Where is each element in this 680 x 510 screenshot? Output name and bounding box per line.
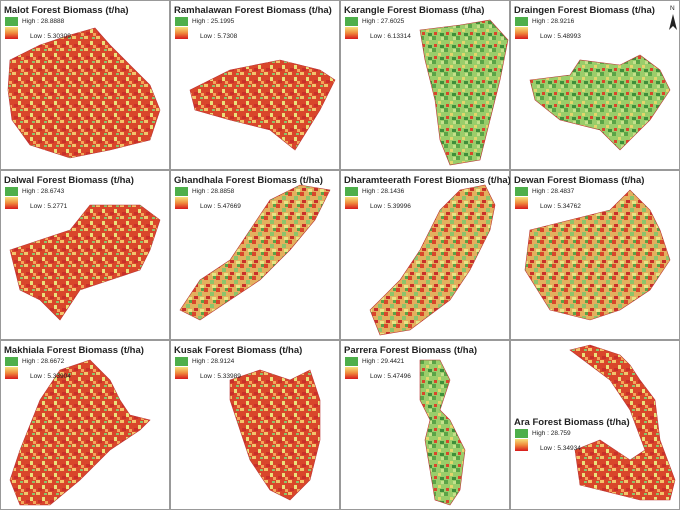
legend-high-swatch <box>5 357 18 366</box>
legend-low-swatch <box>515 27 528 39</box>
legend-low-swatch <box>5 27 18 39</box>
legend-low-label: Low : 5.30309 <box>30 33 71 40</box>
legend-high-label: High : 28.759 <box>532 430 571 437</box>
panel-title: Parrera Forest Biomass (t/ha) <box>344 345 477 356</box>
legend-high-swatch <box>515 17 528 26</box>
forest-map <box>189 59 336 151</box>
panel-title: Dharamteerath Forest Biomass (t/ha) <box>344 175 511 186</box>
panel-title: Makhiala Forest Biomass (t/ha) <box>4 345 144 356</box>
forest-map <box>369 184 496 336</box>
legend-low-swatch <box>5 197 18 209</box>
legend-high-swatch <box>5 187 18 196</box>
legend-high-label: High : 28.8858 <box>192 188 235 195</box>
legend-high-swatch <box>515 187 528 196</box>
forest-map <box>529 54 671 151</box>
legend-high-swatch <box>345 17 358 26</box>
legend-low-label: Low : 5.34934 <box>540 445 581 452</box>
legend-high-label: High : 28.9216 <box>532 18 575 25</box>
legend-high-label: High : 28.6743 <box>22 188 65 195</box>
legend-high-label: High : 28.9124 <box>192 358 235 365</box>
north-label: N <box>670 5 675 12</box>
forest-map <box>7 27 161 159</box>
forest-map <box>569 344 676 501</box>
legend-low-swatch <box>175 197 188 209</box>
legend-high-label: High : 27.6025 <box>362 18 405 25</box>
legend-low-swatch <box>5 367 18 379</box>
legend-low-label: Low : 5.34762 <box>540 203 581 210</box>
panel-title: Draingen Forest Biomass (t/ha) <box>514 5 655 16</box>
panel-title: Dalwal Forest Biomass (t/ha) <box>4 175 134 186</box>
legend-low-label: Low : 5.39996 <box>370 203 411 210</box>
north-arrow <box>669 14 677 30</box>
forest-map <box>229 369 321 501</box>
forest-map <box>419 359 466 506</box>
legend-high-label: High : 28.4837 <box>532 188 575 195</box>
legend-high-label: High : 28.1436 <box>362 188 405 195</box>
panel-title: Malot Forest Biomass (t/ha) <box>4 5 129 16</box>
legend-low-label: Low : 5.47496 <box>370 373 411 380</box>
legend-low-swatch <box>175 27 188 39</box>
forest-map <box>9 359 151 506</box>
legend-low-swatch <box>345 27 358 39</box>
forest-map <box>9 204 161 321</box>
legend-high-swatch <box>175 357 188 366</box>
legend-low-label: Low : 5.33904 <box>30 373 71 380</box>
panel-title: Dewan Forest Biomass (t/ha) <box>514 175 644 186</box>
legend-low-swatch <box>515 439 528 451</box>
legend-high-swatch <box>5 17 18 26</box>
forest-map <box>419 19 509 166</box>
legend-low-label: Low : 5.47669 <box>200 203 241 210</box>
legend-high-label: High : 29.4421 <box>362 358 405 365</box>
legend-high-label: High : 28.8888 <box>22 18 65 25</box>
panel-title: Karangle Forest Biomass (t/ha) <box>344 5 484 16</box>
panel-title: Ara Forest Biomass (t/ha) <box>514 417 630 428</box>
legend-low-label: Low : 5.2771 <box>30 203 68 210</box>
legend-low-swatch <box>515 197 528 209</box>
legend-high-label: High : 25.1995 <box>192 18 235 25</box>
forest-map <box>179 184 331 321</box>
forest-map <box>524 189 671 321</box>
legend-high-swatch <box>345 187 358 196</box>
legend-low-swatch <box>345 197 358 209</box>
legend-low-label: Low : 5.7308 <box>200 33 238 40</box>
legend-low-label: Low : 6.13314 <box>370 33 411 40</box>
legend-high-label: High : 28.6672 <box>22 358 65 365</box>
legend-high-swatch <box>345 357 358 366</box>
legend-low-swatch <box>345 367 358 379</box>
panel-title: Ghandhala Forest Biomass (t/ha) <box>174 175 323 186</box>
panel-title: Ramhalawan Forest Biomass (t/ha) <box>174 5 332 16</box>
legend-high-swatch <box>175 17 188 26</box>
legend-low-label: Low : 5.33989 <box>200 373 241 380</box>
legend-high-swatch <box>175 187 188 196</box>
legend-high-swatch <box>515 429 528 438</box>
legend-low-label: Low : 5.48993 <box>540 33 581 40</box>
panel-title: Kusak Forest Biomass (t/ha) <box>174 345 302 356</box>
legend-low-swatch <box>175 367 188 379</box>
